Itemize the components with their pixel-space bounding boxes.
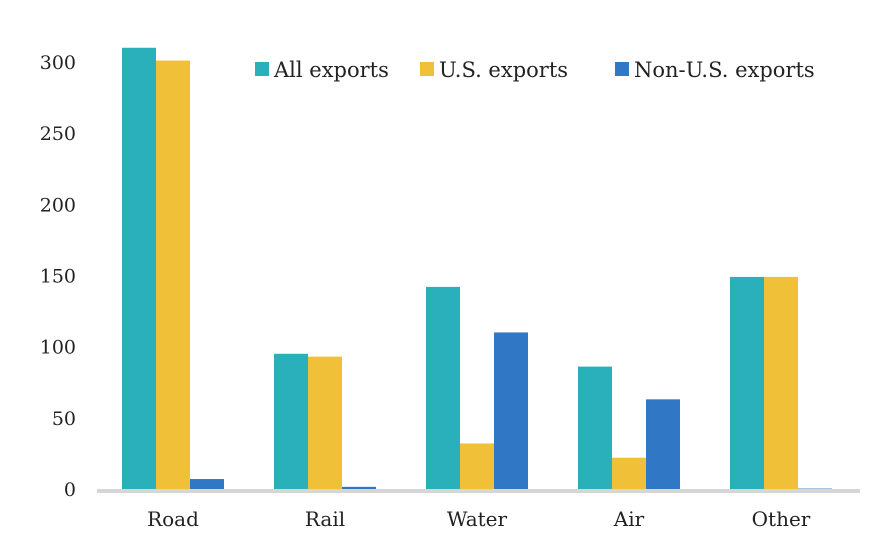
x-tick-label: Road: [147, 507, 199, 531]
bar-air-1: [612, 457, 646, 489]
bar-rail-1: [308, 356, 342, 489]
y-tick-label: 300: [40, 52, 76, 74]
x-tick-label: Air: [613, 507, 645, 531]
y-tick-label: 150: [40, 266, 76, 288]
bar-water-1: [460, 443, 494, 489]
x-tick-label: Other: [752, 507, 811, 531]
legend-label: All exports: [273, 58, 389, 82]
x-tick-label: Rail: [305, 507, 345, 531]
legend-swatch: [420, 62, 434, 76]
bar-water-2: [494, 332, 528, 489]
x-axis-line: [97, 489, 860, 493]
legend-label: U.S. exports: [439, 58, 568, 82]
bar-air-0: [578, 366, 612, 489]
y-tick-label: 200: [40, 194, 76, 216]
bar-rail-2: [342, 486, 376, 489]
y-tick-label: 50: [52, 408, 76, 430]
bar-other-1: [764, 276, 798, 489]
x-tick-label: Water: [447, 507, 508, 531]
y-tick-label: 0: [64, 479, 76, 501]
bar-road-0: [122, 47, 156, 490]
bar-air-2: [646, 399, 680, 489]
bar-other-0: [730, 276, 764, 489]
y-tick-label: 100: [40, 337, 76, 359]
bar-road-1: [156, 60, 190, 490]
legend-swatch: [255, 62, 269, 76]
y-tick-label: 250: [40, 123, 76, 145]
bar-water-0: [426, 286, 460, 489]
legend-label: Non-U.S. exports: [634, 58, 815, 82]
bar-road-2: [190, 479, 224, 489]
legend-swatch: [615, 62, 629, 76]
bar-rail-0: [274, 353, 308, 489]
